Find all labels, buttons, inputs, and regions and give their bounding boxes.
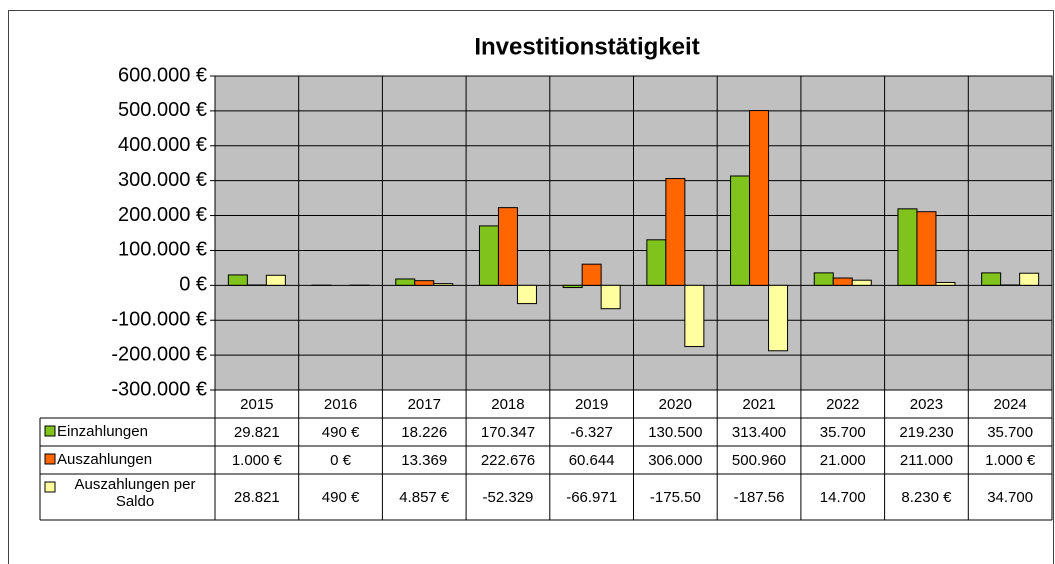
table-value: 490 €: [322, 489, 360, 506]
bar: [935, 281, 956, 286]
bar: [981, 272, 1002, 286]
table-value: 34.700: [987, 489, 1033, 506]
y-tick-label: -100.000 €: [111, 309, 207, 331]
bar: [478, 225, 499, 286]
table-value: 13.369: [401, 452, 447, 469]
bar: [516, 284, 537, 305]
table-value: 1.000 €: [232, 452, 283, 469]
x-tick-label: 2024: [993, 396, 1026, 413]
bar: [395, 278, 416, 286]
table-value: 170.347: [481, 424, 535, 441]
table-value: 28.821: [234, 489, 280, 506]
table-value: -187.56: [734, 489, 785, 506]
table-value: 4.857 €: [399, 489, 450, 506]
table-value: 14.700: [820, 489, 866, 506]
bar: [897, 208, 918, 286]
x-tick-label: 2020: [659, 396, 692, 413]
x-tick-label: 2021: [742, 396, 775, 413]
table-value: 490 €: [322, 424, 360, 441]
table-value: 8.230 €: [901, 489, 952, 506]
bar: [813, 272, 834, 286]
table-value: 60.644: [569, 452, 615, 469]
bar: [768, 284, 789, 352]
bar: [265, 274, 286, 286]
y-tick-label: 200.000 €: [118, 204, 207, 226]
bar: [600, 284, 621, 310]
bar: [730, 175, 751, 286]
bar: [749, 110, 770, 286]
y-tick-label: -300.000 €: [111, 378, 207, 400]
table-value: 500.960: [732, 452, 786, 469]
table-value: 29.821: [234, 424, 280, 441]
y-tick-label: 400.000 €: [118, 134, 207, 156]
legend-label: Auszahlungen: [57, 451, 153, 468]
x-tick-label: 2022: [826, 396, 859, 413]
bar: [227, 274, 248, 286]
y-tick-label: 0 €: [179, 274, 207, 296]
bar: [665, 178, 686, 286]
bar: [684, 284, 705, 348]
table-value: 1.000 €: [985, 452, 1036, 469]
table-value: 222.676: [481, 452, 535, 469]
table-value: 0 €: [330, 452, 352, 469]
bar: [581, 263, 602, 286]
table-value: 130.500: [648, 424, 702, 441]
table-value: -6.327: [570, 424, 613, 441]
bar: [433, 283, 454, 286]
bar: [916, 211, 937, 286]
y-tick-label: 500.000 €: [118, 99, 207, 121]
table-value: -52.329: [483, 489, 534, 506]
bar: [646, 239, 667, 286]
x-tick-label: 2015: [240, 396, 273, 413]
legend-swatch: [44, 481, 56, 493]
table-value: -175.50: [650, 489, 701, 506]
table-value: 211.000: [900, 452, 953, 469]
x-tick-label: 2019: [575, 396, 608, 413]
y-tick-label: -200.000 €: [111, 343, 207, 365]
legend-swatch: [44, 425, 56, 437]
bar: [497, 207, 518, 286]
y-tick-label: 300.000 €: [118, 169, 207, 191]
table-value: 35.700: [987, 424, 1033, 441]
bar: [832, 277, 853, 286]
bar: [851, 279, 872, 286]
legend-label: Auszahlungen per Saldo: [74, 476, 196, 510]
legend-cell: Einzahlungen: [57, 423, 148, 440]
x-tick-label: 2018: [491, 396, 524, 413]
table-value: 21.000: [820, 452, 866, 469]
x-tick-label: 2023: [910, 396, 943, 413]
bar: [414, 280, 435, 286]
bar: [1019, 272, 1040, 286]
table-value: 219.230: [899, 424, 953, 441]
x-tick-label: 2017: [408, 396, 441, 413]
y-tick-label: 600.000 €: [118, 64, 207, 86]
chart-title: Investitionstätigkeit: [474, 33, 699, 60]
table-value: 18.226: [401, 424, 447, 441]
table-value: 306.000: [648, 452, 702, 469]
table-value: 313.400: [732, 424, 786, 441]
table-value: 35.700: [820, 424, 866, 441]
y-tick-label: 100.000 €: [118, 239, 207, 261]
table-value: -66.971: [566, 489, 617, 506]
legend-cell: Auszahlungen: [57, 451, 153, 468]
legend-label: Einzahlungen: [57, 423, 148, 440]
legend-swatch: [44, 453, 56, 465]
legend-cell: Auszahlungen per Saldo: [74, 476, 196, 510]
x-tick-label: 2016: [324, 396, 357, 413]
bar: [562, 284, 583, 289]
